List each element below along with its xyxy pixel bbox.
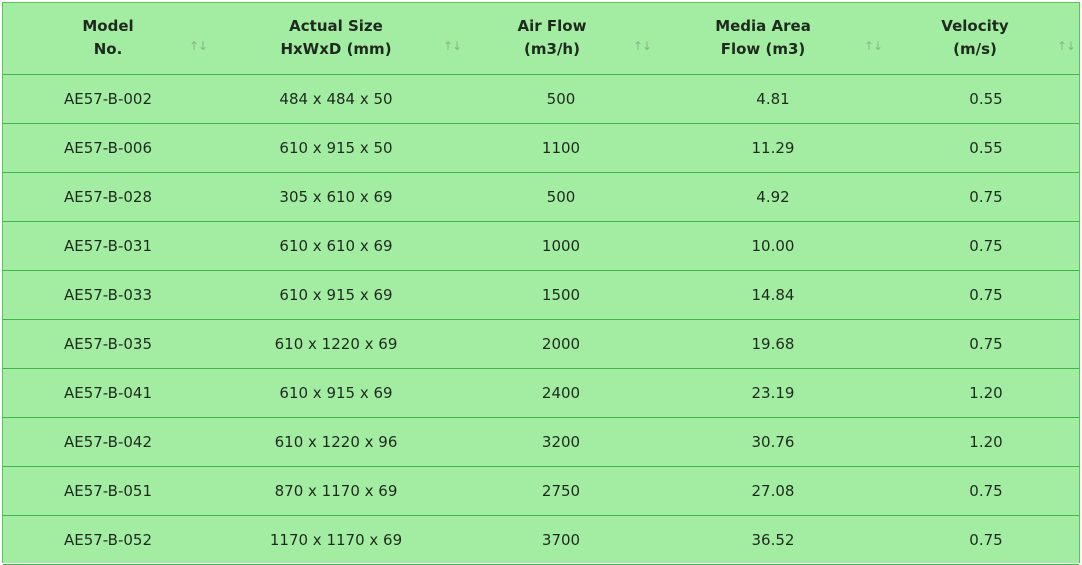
air-flow-cell: 500 xyxy=(546,90,576,108)
table-row: AE57-B-031 610 x 610 x 69 1000 10.00 0.75 xyxy=(3,222,1079,271)
velocity-cell: 0.75 xyxy=(969,237,1003,255)
media-area-cell: 4.92 xyxy=(756,188,790,206)
table-row: AE57-B-035 610 x 1220 x 69 2000 19.68 0.75 xyxy=(3,320,1079,369)
air-flow-cell: 1500 xyxy=(541,286,581,304)
header-label-line2: Flow (m3) xyxy=(720,40,806,58)
air-flow-cell: 1000 xyxy=(541,237,581,255)
media-area-cell: 27.08 xyxy=(751,482,795,500)
air-flow-cell: 1100 xyxy=(541,139,581,157)
air-flow-cell: 2000 xyxy=(541,335,581,353)
media-area-cell: 36.52 xyxy=(751,531,795,549)
media-area-cell: 14.84 xyxy=(751,286,795,304)
column-header-air-flow[interactable]: Air Flow (m3/h) ↑↓ xyxy=(463,3,663,75)
model-cell: AE57-B-051 xyxy=(63,482,153,500)
actual-size-cell: 1170 x 1170 x 69 xyxy=(269,531,403,549)
sort-arrows-icon[interactable]: ↑↓ xyxy=(189,39,208,53)
air-flow-cell: 3700 xyxy=(541,531,581,549)
air-flow-cell: 2400 xyxy=(541,384,581,402)
model-cell: AE57-B-002 xyxy=(63,90,153,108)
actual-size-cell: 610 x 1220 x 96 xyxy=(274,433,398,451)
header-label-line1: Model xyxy=(82,17,134,35)
velocity-cell: 0.75 xyxy=(969,335,1003,353)
header-label-line1: Actual Size xyxy=(289,17,383,35)
actual-size-cell: 610 x 610 x 69 xyxy=(279,237,393,255)
air-flow-cell: 3200 xyxy=(541,433,581,451)
actual-size-cell: 610 x 915 x 50 xyxy=(279,139,393,157)
table-row: AE57-B-042 610 x 1220 x 96 3200 30.76 1.20 xyxy=(3,418,1079,467)
table-row: AE57-B-002 484 x 484 x 50 500 4.81 0.55 xyxy=(3,75,1079,124)
media-area-cell: 30.76 xyxy=(751,433,795,451)
model-cell: AE57-B-052 xyxy=(63,531,153,549)
velocity-cell: 0.75 xyxy=(969,286,1003,304)
velocity-cell: 0.55 xyxy=(969,90,1003,108)
table-row: AE57-B-041 610 x 915 x 69 2400 23.19 1.20 xyxy=(3,369,1079,418)
air-flow-cell: 500 xyxy=(546,188,576,206)
model-cell: AE57-B-031 xyxy=(63,237,153,255)
velocity-cell: 0.75 xyxy=(969,188,1003,206)
actual-size-cell: 610 x 1220 x 69 xyxy=(274,335,398,353)
table-body: AE57-B-002 484 x 484 x 50 500 4.81 0.55 AE57-… xyxy=(3,75,1079,565)
header-label-line2: No. xyxy=(93,40,123,58)
velocity-cell: 0.75 xyxy=(969,482,1003,500)
velocity-cell: 1.20 xyxy=(969,384,1003,402)
table-row: AE57-B-006 610 x 915 x 50 1100 11.29 0.55 xyxy=(3,124,1079,173)
air-flow-cell: 2750 xyxy=(541,482,581,500)
table-row: AE57-B-033 610 x 915 x 69 1500 14.84 0.75 xyxy=(3,271,1079,320)
model-cell: AE57-B-041 xyxy=(63,384,153,402)
actual-size-cell: 870 x 1170 x 69 xyxy=(274,482,398,500)
sort-arrows-icon[interactable]: ↑↓ xyxy=(633,39,652,53)
column-header-model[interactable]: Model No. ↑↓ xyxy=(3,3,213,75)
actual-size-cell: 610 x 915 x 69 xyxy=(279,286,393,304)
velocity-cell: 0.75 xyxy=(969,531,1003,549)
column-header-actual-size[interactable]: Actual Size HxWxD (mm) ↑↓ xyxy=(213,3,463,75)
table-header: Model No. ↑↓ Actual Size HxWxD (mm) ↑↓ A… xyxy=(3,3,1079,75)
model-cell: AE57-B-006 xyxy=(63,139,153,157)
model-cell: AE57-B-035 xyxy=(63,335,153,353)
model-cell: AE57-B-042 xyxy=(63,433,153,451)
table-row: AE57-B-028 305 x 610 x 69 500 4.92 0.75 xyxy=(3,173,1079,222)
header-label-line2: HxWxD (mm) xyxy=(280,40,392,58)
velocity-cell: 0.55 xyxy=(969,139,1003,157)
column-header-velocity[interactable]: Velocity (m/s) ↑↓ xyxy=(873,3,1079,75)
media-area-cell: 4.81 xyxy=(756,90,790,108)
sort-arrows-icon[interactable]: ↑↓ xyxy=(864,39,883,53)
actual-size-cell: 610 x 915 x 69 xyxy=(279,384,393,402)
actual-size-cell: 484 x 484 x 50 xyxy=(279,90,393,108)
header-label-line1: Media Area xyxy=(715,17,811,35)
table-row: AE57-B-051 870 x 1170 x 69 2750 27.08 0.75 xyxy=(3,467,1079,516)
header-label-line2: (m3/h) xyxy=(524,40,580,58)
media-area-cell: 19.68 xyxy=(751,335,795,353)
table-row: AE57-B-052 1170 x 1170 x 69 3700 36.52 0.75 xyxy=(3,516,1079,565)
model-cell: AE57-B-028 xyxy=(63,188,153,206)
sort-arrows-icon[interactable]: ↑↓ xyxy=(1057,39,1076,53)
sort-arrows-icon[interactable]: ↑↓ xyxy=(443,39,462,53)
velocity-cell: 1.20 xyxy=(969,433,1003,451)
header-label-line2: (m/s) xyxy=(953,40,997,58)
column-header-media-area[interactable]: Media Area Flow (m3) ↑↓ xyxy=(663,3,893,75)
header-label-line1: Air Flow xyxy=(517,17,587,35)
media-area-cell: 23.19 xyxy=(751,384,795,402)
model-cell: AE57-B-033 xyxy=(63,286,153,304)
media-area-cell: 10.00 xyxy=(751,237,795,255)
media-area-cell: 11.29 xyxy=(751,139,795,157)
header-label-line1: Velocity xyxy=(941,17,1009,35)
actual-size-cell: 305 x 610 x 69 xyxy=(279,188,393,206)
